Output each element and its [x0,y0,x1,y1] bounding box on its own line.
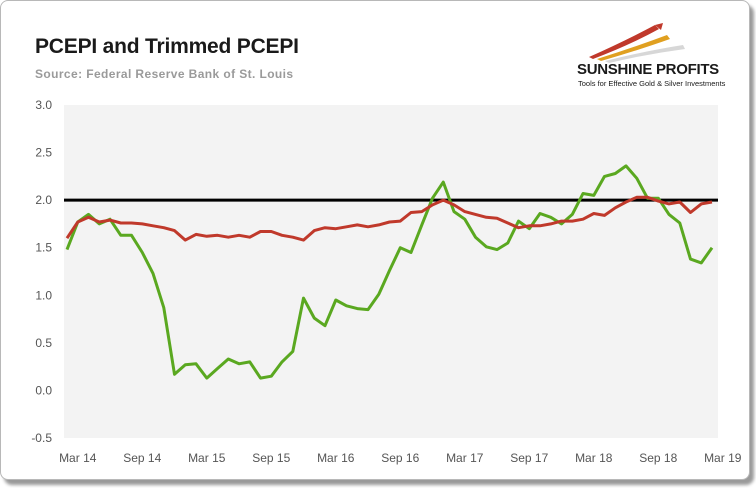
x-tick-label: Mar 14 [59,451,97,465]
x-tick-label: Mar 16 [317,451,355,465]
trimmed-pcepi-line [65,195,713,242]
y-tick-label: 1.0 [35,288,52,302]
logo-name: SUNSHINE PROFITS [577,61,719,78]
x-tick-label: Mar 19 [704,451,742,465]
x-tick-label: Sep 15 [252,451,290,465]
y-tick-label: 2.0 [35,193,52,207]
y-tick-label: 0.0 [35,383,52,397]
x-tick-label: Mar 18 [575,451,613,465]
y-tick-label: 3.0 [35,98,52,112]
chart-title: PCEPI and Trimmed PCEPI [35,35,299,58]
sunshine-profits-logo-icon [589,23,685,63]
chart-subtitle: Source: Federal Reserve Bank of St. Loui… [35,67,294,81]
y-tick-label: 2.5 [35,146,52,160]
x-tick-label: Sep 16 [381,451,419,465]
pcepi-line [65,164,714,380]
x-tick-label: Mar 15 [188,451,226,465]
x-tick-label: Mar 17 [446,451,484,465]
y-tick-label: 0.5 [35,336,52,350]
x-tick-label: Sep 18 [639,451,677,465]
logo-tagline: Tools for Effective Gold & Silver Invest… [578,79,726,88]
x-tick-label: Sep 14 [123,451,161,465]
x-tick-label: Sep 17 [510,451,548,465]
y-tick-label: 1.5 [35,241,52,255]
plot-area [64,105,718,438]
y-tick-label: -0.5 [31,431,52,445]
